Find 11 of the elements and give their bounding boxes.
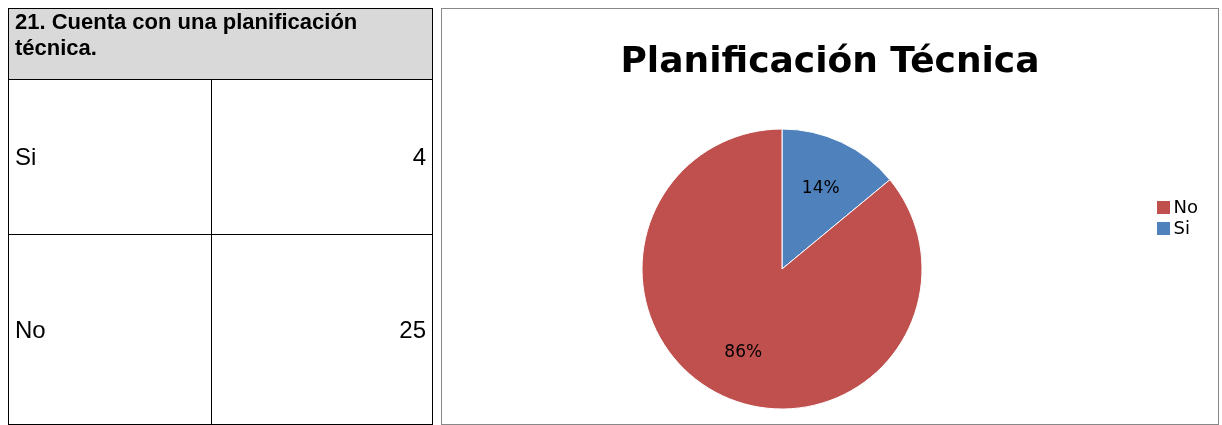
data-label: 86% bbox=[724, 341, 763, 362]
data-label: 4 bbox=[211, 79, 433, 235]
data-label: 14% bbox=[801, 176, 840, 197]
pie-slice bbox=[641, 128, 923, 410]
text: 21. Cuenta con una planificación técnica. bbox=[8, 8, 433, 80]
legend-label: No bbox=[1173, 195, 1198, 217]
legend-label: Si bbox=[1173, 216, 1190, 238]
category-label: Si bbox=[8, 79, 212, 235]
data-label: 25 bbox=[211, 234, 433, 425]
chart-title: Planificación Técnica bbox=[619, 39, 1041, 80]
category-label: No bbox=[8, 234, 212, 425]
